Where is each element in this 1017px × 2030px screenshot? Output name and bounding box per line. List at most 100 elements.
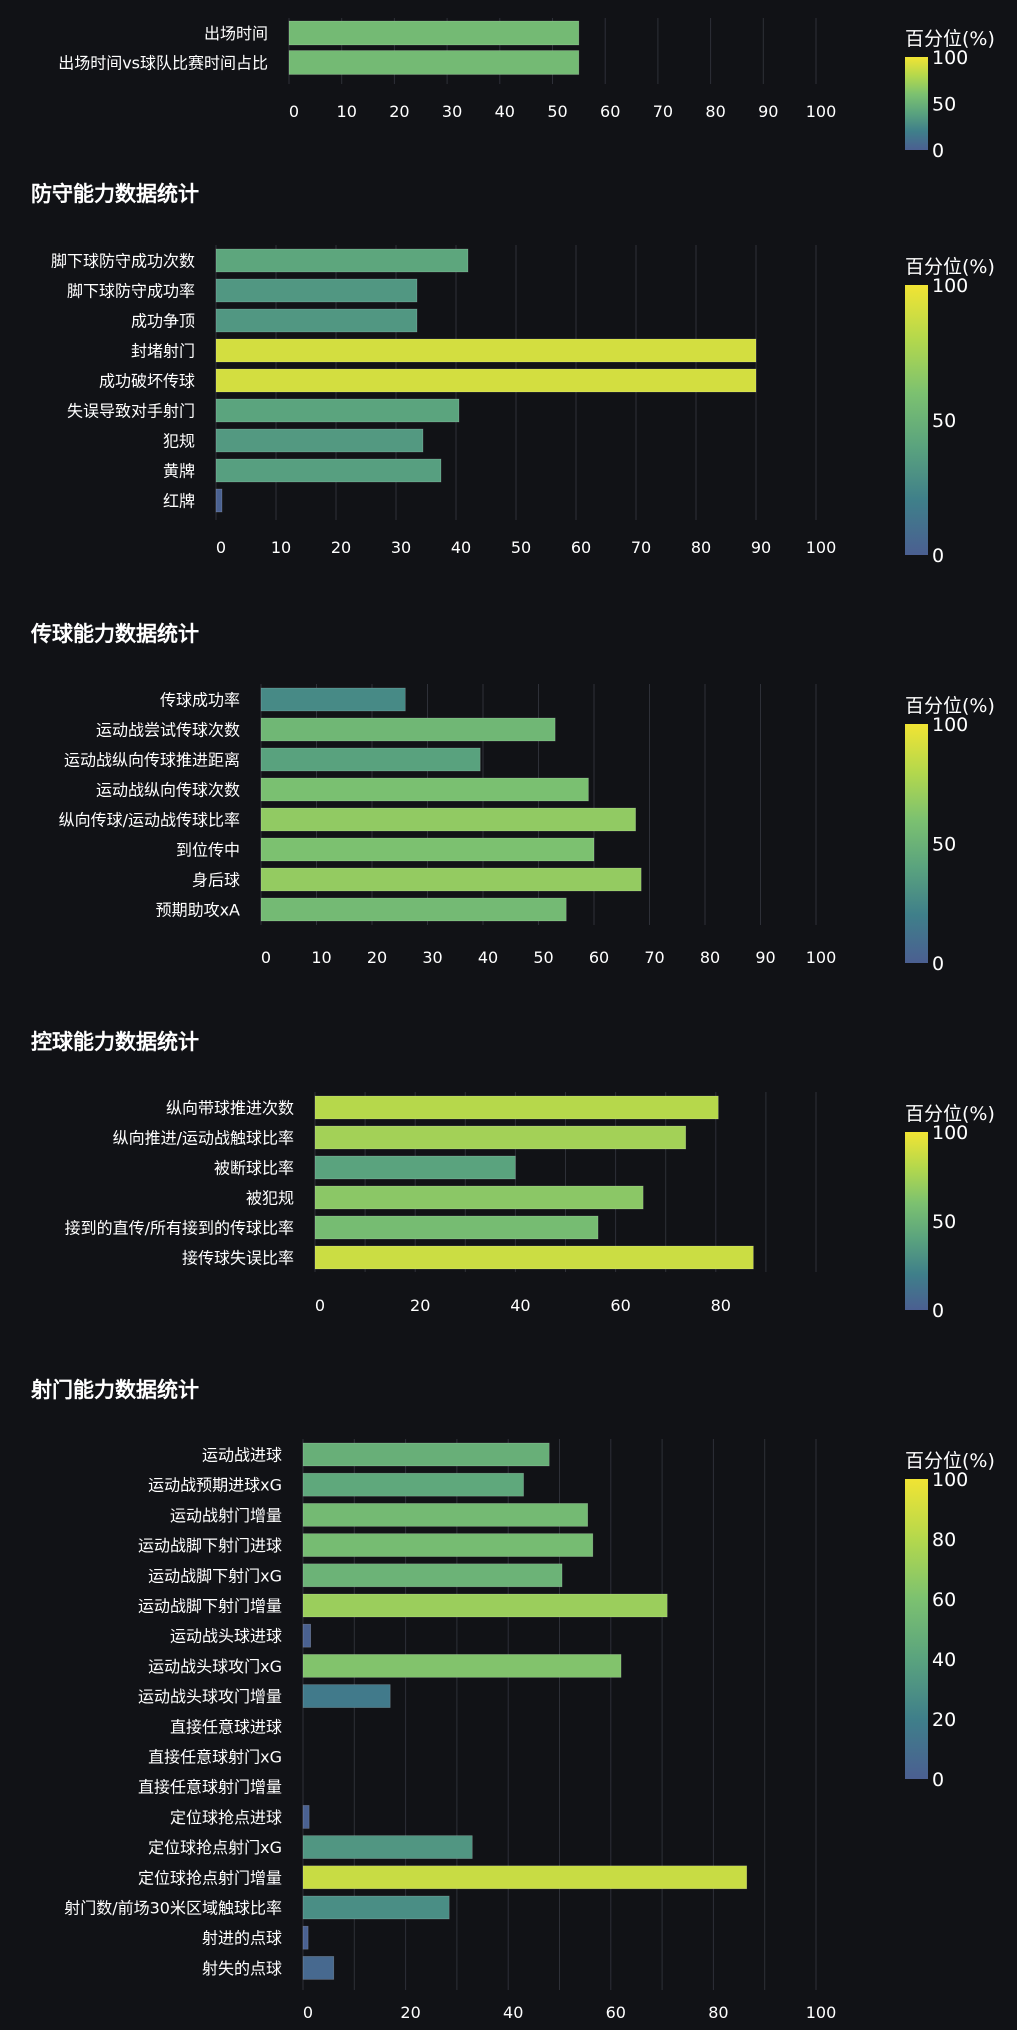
bar [302, 1925, 309, 1950]
colorbar-tick-label: 50 [932, 410, 956, 432]
x-tick-label: 90 [758, 102, 778, 121]
category-label: 被断球比率 [214, 1159, 294, 1178]
category-label: 出场时间vs球队比赛时间占比 [58, 54, 268, 73]
x-tick-label: 50 [547, 102, 567, 121]
bar [302, 1472, 524, 1497]
bar [314, 1215, 599, 1240]
category-label: 运动战预期进球xG [148, 1476, 282, 1495]
bar [260, 897, 567, 922]
bar [215, 398, 460, 423]
bar [314, 1125, 687, 1150]
x-tick-label: 10 [337, 102, 357, 121]
x-tick-label: 40 [510, 1296, 530, 1315]
bar [288, 20, 580, 46]
chart-panel-2: 传球能力数据统计传球成功率运动战尝试传球次数运动战纵向传球推进距离运动战纵向传球… [30, 622, 995, 975]
x-tick-label: 20 [389, 102, 409, 121]
bar [302, 1623, 311, 1648]
category-label: 运动战脚下射门增量 [138, 1597, 282, 1616]
category-label: 失误导致对手射门 [67, 402, 195, 421]
bar [260, 717, 556, 742]
x-tick-label: 60 [610, 1296, 630, 1315]
category-label: 运动战头球攻门xG [148, 1657, 282, 1676]
colorbar [905, 1479, 928, 1779]
x-tick-label: 0 [289, 102, 299, 121]
bar [215, 278, 418, 303]
x-tick-label: 30 [442, 102, 462, 121]
colorbar-tick-label: 20 [932, 1709, 956, 1731]
category-label: 定位球抢点射门增量 [138, 1868, 282, 1887]
colorbar-tick-label: 40 [932, 1649, 956, 1671]
category-label: 射进的点球 [202, 1929, 282, 1948]
category-label: 射失的点球 [202, 1959, 282, 1978]
bar [302, 1835, 473, 1859]
x-tick-label: 40 [503, 2003, 523, 2022]
x-tick-label: 50 [511, 538, 531, 557]
colorbar [905, 724, 928, 963]
x-tick-label: 20 [400, 2003, 420, 2022]
category-label: 传球成功率 [160, 691, 240, 710]
colorbar-tick-label: 50 [932, 834, 956, 856]
category-label: 黄牌 [163, 462, 195, 481]
x-tick-label: 10 [271, 538, 291, 557]
bar [302, 1563, 563, 1588]
category-label: 运动战射门增量 [170, 1506, 282, 1525]
x-tick-label: 60 [589, 948, 609, 967]
category-label: 直接任意球进球 [170, 1717, 282, 1736]
colorbar [905, 1132, 928, 1310]
category-label: 封堵射门 [131, 342, 195, 361]
bar [260, 867, 642, 892]
colorbar-tick-label: 50 [932, 94, 956, 116]
bar [302, 1865, 748, 1890]
category-label: 红牌 [163, 492, 195, 511]
category-label: 运动战头球攻门增量 [138, 1687, 282, 1706]
section-title: 控球能力数据统计 [31, 1030, 199, 1054]
chart-panel-1: 防守能力数据统计脚下球防守成功次数脚下球防守成功率成功争顶封堵射门成功破坏传球失… [31, 182, 995, 567]
category-label: 直接任意球射门增量 [138, 1778, 282, 1797]
category-label: 成功破坏传球 [99, 372, 195, 391]
colorbar [905, 285, 928, 555]
colorbar-tick-label: 0 [932, 140, 944, 162]
category-label: 定位球抢点进球 [170, 1808, 282, 1827]
x-tick-label: 80 [711, 1296, 731, 1315]
x-tick-label: 30 [391, 538, 411, 557]
colorbar-tick-label: 100 [932, 714, 968, 736]
category-label: 纵向带球推进次数 [166, 1099, 294, 1118]
x-tick-label: 20 [331, 538, 351, 557]
x-tick-label: 70 [644, 948, 664, 967]
bar [302, 1503, 589, 1527]
bar [260, 687, 406, 712]
bar [302, 1895, 450, 1920]
category-label: 纵向传球/运动战传球比率 [59, 811, 240, 830]
bar [302, 1593, 668, 1618]
bar [215, 338, 757, 363]
x-tick-label: 60 [571, 538, 591, 557]
bar [302, 1654, 622, 1678]
colorbar-tick-label: 0 [932, 953, 944, 975]
category-label: 到位传中 [176, 841, 240, 860]
category-label: 纵向推进/运动战触球比率 [113, 1129, 294, 1148]
x-tick-label: 100 [806, 2003, 837, 2022]
x-tick-label: 60 [600, 102, 620, 121]
bar [302, 1533, 594, 1557]
x-tick-label: 40 [478, 948, 498, 967]
bar [288, 50, 580, 75]
colorbar-tick-label: 100 [932, 1469, 968, 1491]
x-tick-label: 0 [303, 2003, 313, 2022]
category-label: 定位球抢点射门xG [148, 1838, 282, 1857]
bar [302, 1684, 391, 1708]
colorbar-tick-label: 100 [932, 47, 968, 69]
colorbar-tick-label: 100 [932, 1122, 968, 1144]
x-tick-label: 10 [311, 948, 331, 967]
colorbar-title: 百分位(%) [905, 1103, 995, 1125]
bar [302, 1805, 310, 1829]
category-label: 运动战脚下射门进球 [138, 1536, 282, 1555]
bar [260, 777, 589, 802]
bar [215, 308, 418, 333]
x-tick-label: 40 [495, 102, 515, 121]
category-label: 运动战脚下射门xG [148, 1566, 282, 1585]
x-tick-label: 100 [806, 102, 837, 121]
bar [260, 747, 481, 772]
